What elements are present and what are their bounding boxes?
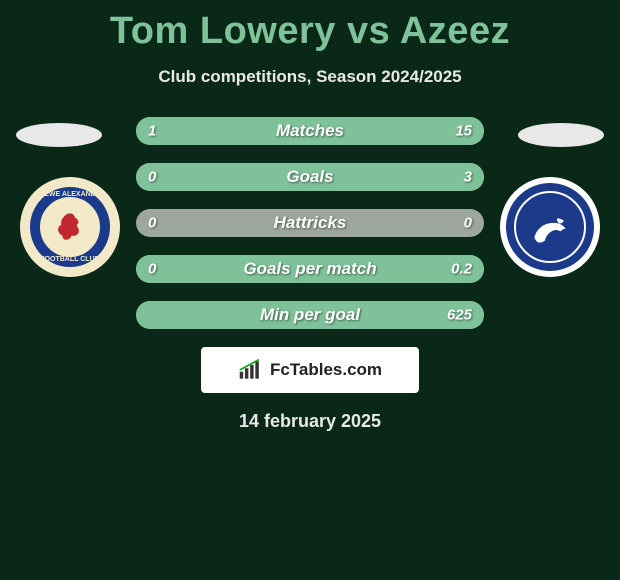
stat-value-right: 15 — [455, 123, 472, 140]
stat-bars: Matches115Goals03Hattricks00Goals per ma… — [136, 117, 484, 329]
brand-text: FcTables.com — [270, 360, 382, 380]
team-badge-left: CREWE ALEXANDRA FOOTBALL CLUB — [20, 177, 120, 277]
stat-value-right: 3 — [464, 169, 472, 186]
lion-leaping-icon — [524, 201, 576, 253]
stat-row: Hattricks0 0 — [136, 209, 484, 237]
stat-row: Goals per match0 0.2 — [136, 255, 484, 283]
stat-value-left: 0 — [148, 215, 156, 232]
comparison-stage: CREWE ALEXANDRA FOOTBALL CLUB Matches1 15… — [0, 117, 620, 329]
stat-label: Hattricks — [136, 213, 484, 233]
stat-value-right: 0.2 — [451, 261, 472, 278]
stat-value-right: 0 — [464, 215, 472, 232]
lion-rampant-icon — [53, 210, 87, 244]
stat-label: Matches — [136, 121, 484, 141]
badge-left-text-bottom: FOOTBALL CLUB — [26, 256, 114, 263]
stat-value-right: 625 — [447, 307, 472, 324]
stat-value-left: 0 — [148, 169, 156, 186]
badge-left-text-top: CREWE ALEXANDRA — [26, 191, 114, 198]
stat-row: Goals0 3 — [136, 163, 484, 191]
stat-label: Min per goal — [136, 305, 484, 325]
stat-label: Goals — [136, 167, 484, 187]
stat-value-left: 0 — [148, 261, 156, 278]
page-title: Tom Lowery vs Azeez — [0, 0, 620, 53]
team-badge-right — [500, 177, 600, 277]
stat-label: Goals per match — [136, 259, 484, 279]
platform-left — [16, 123, 102, 147]
stat-value-left: 1 — [148, 123, 156, 140]
stat-row: Matches1 15 — [136, 117, 484, 145]
bar-chart-icon — [238, 359, 264, 381]
brand-box: FcTables.com — [201, 347, 419, 393]
subtitle: Club competitions, Season 2024/2025 — [0, 67, 620, 87]
platform-right — [518, 123, 604, 147]
stat-row: Min per goal625 — [136, 301, 484, 329]
date-text: 14 february 2025 — [0, 411, 620, 432]
